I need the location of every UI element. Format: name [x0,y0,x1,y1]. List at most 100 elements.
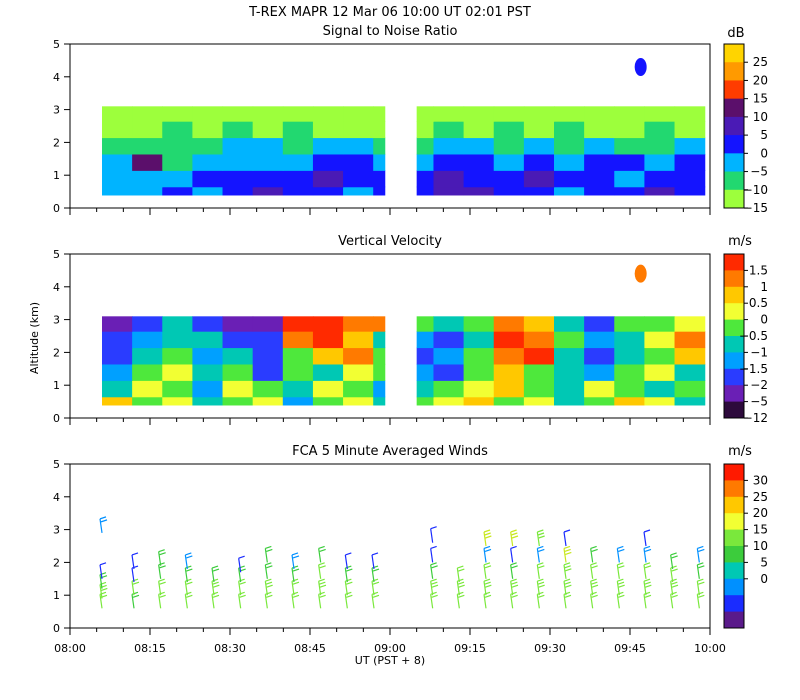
heatmap-cell [373,347,386,365]
heatmap-cell [674,380,706,398]
wind-barb [184,581,188,596]
heatmap-cell [252,121,284,139]
wind-barb-flag [159,594,166,598]
wind-barb-flag [698,548,705,552]
heatmap-cell [554,153,585,171]
wind-barb-flag [643,545,651,549]
wind-barb-flag [319,581,326,585]
heatmap-cell [463,380,495,398]
wind-barb-flag [291,578,299,582]
wind-barb-flag [131,591,139,595]
wind-barb-flag [698,581,705,585]
wind-barb [483,531,487,547]
colorbar-swatch [724,153,744,173]
heatmap-cell [674,396,706,406]
heatmap-cell [282,316,314,332]
y-tick-label: 1 [53,589,60,602]
wind-barb-flag [537,532,545,536]
heatmap-cell [312,363,344,381]
wind-barb-flag [697,591,704,595]
wind-barb-flag [265,545,272,549]
y-tick-label: 0 [53,202,60,215]
wind-barb-flag [186,594,193,598]
heatmap-cell [312,331,344,349]
heatmap-cell [222,137,254,155]
heatmap-cell [102,137,133,155]
wind-barb [211,581,215,596]
heatmap-cell [463,316,495,332]
wind-barb [318,581,322,596]
heatmap-cell [584,106,615,122]
wind-barb-flag [319,548,326,552]
winds-x-ticks [69,628,711,635]
figure-title: T-REX MAPR 12 Mar 06 10:00 UT 02:01 PST [248,5,531,20]
wind-barb-flag [643,529,651,533]
wind-barb-flag [458,594,465,598]
heatmap-cell [554,121,585,139]
wind-barb [238,594,242,609]
heatmap-cell [252,380,284,398]
heatmap-cell [674,106,706,122]
wind-barb-flag [618,584,625,588]
heatmap-cell [102,106,133,122]
heatmap-cell [102,363,133,381]
heatmap-cell [674,347,706,365]
wind-barb-flag [483,591,491,595]
wind-barb-flag [185,591,192,595]
wind-barb [158,594,162,609]
colorbar-swatch [724,80,744,100]
wind-barb-flag [564,548,571,552]
wind-barb-flag [457,591,464,595]
heatmap-cell [282,106,314,122]
heatmap-cell [493,137,525,155]
wind-barb [483,564,487,579]
heatmap-cell [132,363,163,381]
wind-barb-flag [239,594,246,598]
heatmap-cell [132,380,163,398]
heatmap-cell [343,331,374,349]
wind-barb-flag [430,562,437,566]
heatmap-cell [162,186,193,196]
colorbar-tick-label: 5 [760,555,768,569]
wind-barb [590,581,594,596]
wind-barb [184,567,188,583]
wind-barb [344,594,348,609]
heatmap-cell [523,137,555,155]
wind-barb [510,531,514,547]
wind-barb-flag [670,591,677,595]
heatmap-cell [162,347,193,365]
heatmap-cell [554,363,585,381]
wind-barb-flag [590,578,597,582]
wind-barb-flag [430,545,437,549]
wind-barb [344,581,348,596]
colorbar-tick-label: 25 [753,55,768,69]
colorbar-tick-label: 30 [753,473,768,487]
heatmap-cell [102,316,133,332]
heatmap-cell [584,347,615,365]
heatmap-cell [416,186,435,196]
wind-barb [643,594,647,609]
wind-barb-flag [511,532,518,536]
heatmap-cell [463,121,495,139]
x-axis-label: UT (PST + 8) [355,654,425,667]
heatmap-cell [252,137,284,155]
wind-barb [238,581,242,596]
wind-barb-flag [457,581,465,585]
heatmap-cell [312,170,344,188]
wind-barb-flag [431,581,438,585]
wind-barb-flag [212,581,219,585]
wind-barb-flag [671,594,678,598]
y-tick-label: 3 [53,524,60,537]
heatmap-cell [614,106,645,122]
heatmap-cell [162,363,193,381]
wind-barb [238,567,242,583]
wind-barb-flag [538,535,545,539]
heatmap-cell [523,331,555,349]
wind-barb-flag [158,591,165,595]
colorbar-swatch [724,270,744,288]
y-tick-label: 4 [53,71,60,84]
wind-barb-flag [372,581,380,585]
wind-barb-flag [132,594,140,598]
heatmap-cell [584,121,615,139]
heatmap-cell [343,121,374,139]
